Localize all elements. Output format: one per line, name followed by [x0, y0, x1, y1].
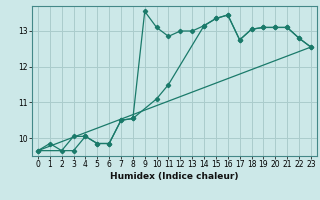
X-axis label: Humidex (Indice chaleur): Humidex (Indice chaleur) — [110, 172, 239, 181]
